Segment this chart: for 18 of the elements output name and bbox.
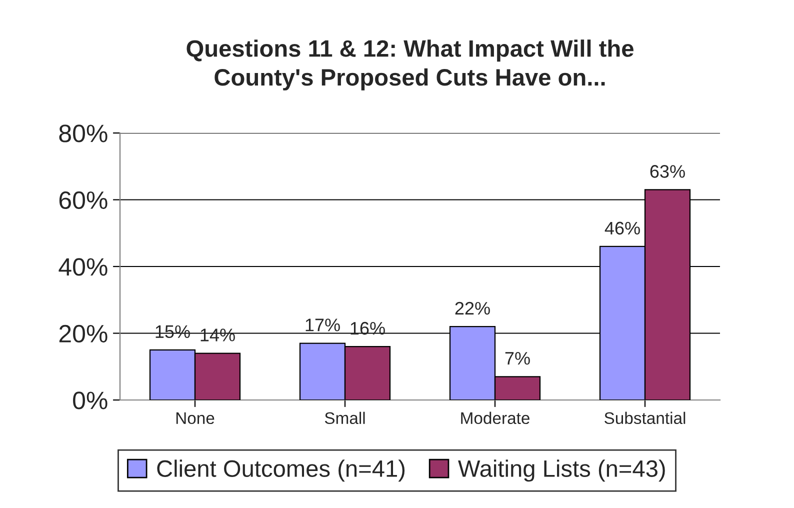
legend-label: Waiting Lists (n=43): [458, 460, 665, 482]
y-tick-label: 40%: [58, 258, 108, 276]
data-label: 17%: [306, 318, 340, 332]
legend-label: Client Outcomes (n=41): [157, 460, 405, 482]
y-tick-label: 0%: [73, 392, 108, 410]
data-label: 22%: [455, 302, 490, 315]
y-tick-label: 80%: [59, 124, 108, 142]
data-label: 16%: [350, 322, 385, 335]
chart-title: Questions 11 & 12: What Impact Will the County's Proposed Cuts Have on...: [186, 40, 634, 90]
x-tick-label: None: [176, 412, 214, 424]
y-tick-label: 20%: [59, 324, 108, 343]
y-tick-label: 60%: [59, 191, 108, 210]
data-label: 46%: [604, 222, 640, 235]
x-tick-label: Small: [324, 412, 365, 424]
data-label: 7%: [505, 352, 530, 365]
data-label: 63%: [650, 165, 685, 178]
x-tick-label: Moderate: [461, 412, 530, 424]
x-tick-label: Substantial: [604, 412, 686, 424]
